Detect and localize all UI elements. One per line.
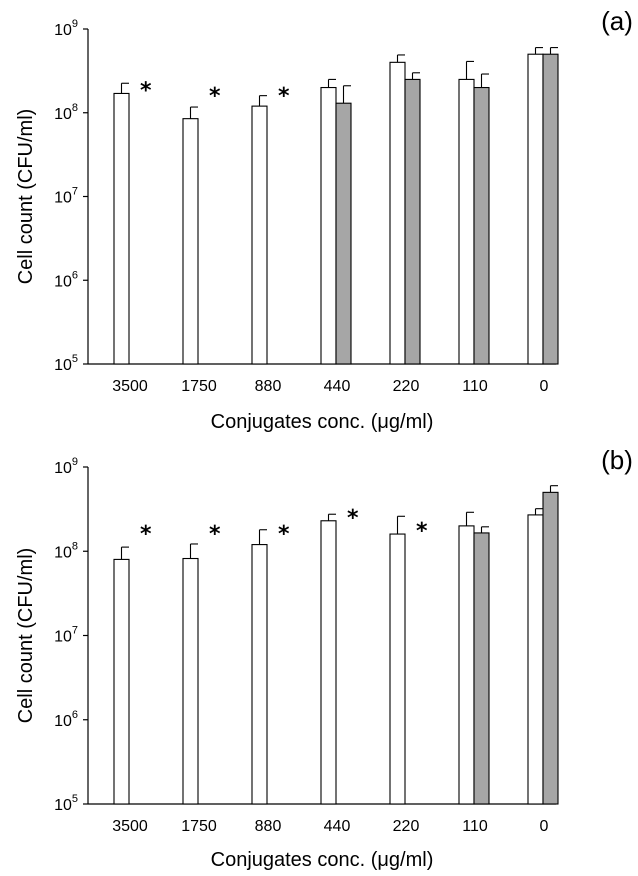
x-tick-label: 220: [393, 818, 420, 835]
x-tick-label: 3500: [112, 378, 148, 395]
panel-label: (a): [601, 6, 633, 36]
bar-white: [251, 544, 268, 805]
y-axis-title: Cell count (CFU/ml): [15, 548, 37, 724]
y-tick-exponent: 9: [72, 18, 78, 30]
bar-grey: [542, 53, 559, 365]
x-tick-label: 110: [462, 818, 488, 835]
x-tick-label: 440: [324, 378, 351, 395]
y-tick-base: 10: [54, 273, 72, 290]
y-axis-title: Cell count (CFU/ml): [15, 109, 37, 285]
significance-marker: *: [278, 84, 290, 109]
y-tick-exponent: 7: [72, 625, 78, 637]
bar-grey: [473, 86, 490, 365]
significance-marker: *: [209, 84, 221, 109]
y-tick-base: 10: [54, 797, 72, 814]
y-tick-base: 10: [54, 22, 72, 39]
x-tick-label: 220: [393, 378, 420, 395]
y-tick-exponent: 6: [72, 269, 78, 281]
bar-white: [389, 61, 406, 365]
bar-white: [458, 78, 475, 365]
x-tick-label: 0: [540, 818, 549, 835]
y-tick-exponent: 5: [72, 793, 78, 805]
y-tick-base: 10: [54, 190, 72, 207]
bar-grey: [335, 102, 352, 365]
y-tick-exponent: 8: [72, 102, 78, 114]
x-tick-label: 0: [540, 378, 549, 395]
significance-marker: *: [347, 506, 359, 531]
y-tick-label: 109: [54, 18, 78, 39]
bar-grey: [473, 532, 490, 805]
y-tick-label: 106: [54, 709, 78, 730]
y-tick-base: 10: [54, 713, 72, 730]
y-tick-label: 105: [54, 793, 78, 814]
y-tick-exponent: 8: [72, 540, 78, 552]
y-tick-label: 106: [54, 269, 78, 290]
y-tick-label: 108: [54, 102, 78, 123]
panel-label: (b): [601, 445, 633, 475]
bar-white: [113, 558, 130, 805]
y-tick-exponent: 9: [72, 456, 78, 468]
significance-marker: *: [140, 78, 152, 103]
y-tick-base: 10: [54, 106, 72, 123]
y-tick-exponent: 6: [72, 709, 78, 721]
y-tick-label: 107: [54, 625, 78, 646]
bar-white: [113, 92, 130, 365]
bar-white: [182, 557, 199, 805]
y-tick-label: 109: [54, 456, 78, 477]
bar-white: [182, 118, 199, 365]
bar-grey: [404, 78, 421, 365]
significance-marker: *: [140, 522, 152, 547]
significance-marker: *: [209, 522, 221, 547]
bar-white: [458, 525, 475, 805]
bar-white: [527, 514, 544, 805]
x-tick-label: 440: [324, 818, 351, 835]
x-axis-title: Conjugates conc. (μg/ml): [211, 411, 434, 433]
y-tick-label: 108: [54, 540, 78, 561]
bar-white: [320, 86, 337, 365]
bar-white: [320, 520, 337, 805]
y-tick-exponent: 5: [72, 353, 78, 365]
y-tick-label: 107: [54, 186, 78, 207]
x-tick-label: 1750: [181, 818, 217, 835]
x-tick-label: 110: [462, 378, 488, 395]
x-tick-label: 880: [255, 378, 282, 395]
y-tick-base: 10: [54, 357, 72, 374]
bar-white: [389, 533, 406, 805]
x-axis-title: Conjugates conc. (μg/ml): [211, 849, 434, 871]
y-tick-exponent: 7: [72, 186, 78, 198]
bar-white: [251, 105, 268, 365]
bar-grey: [542, 491, 559, 805]
y-tick-base: 10: [54, 460, 72, 477]
x-tick-label: 880: [255, 818, 282, 835]
y-tick-base: 10: [54, 629, 72, 646]
significance-marker: *: [278, 522, 290, 547]
x-tick-label: 3500: [112, 818, 148, 835]
y-tick-base: 10: [54, 544, 72, 561]
x-tick-label: 1750: [181, 378, 217, 395]
bar-white: [527, 53, 544, 365]
y-tick-label: 105: [54, 353, 78, 374]
significance-marker: *: [416, 519, 428, 544]
